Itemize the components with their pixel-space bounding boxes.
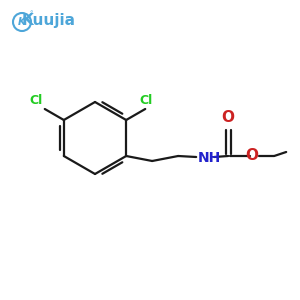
Text: O: O — [246, 148, 259, 164]
Text: O: O — [222, 110, 235, 125]
Text: K: K — [18, 17, 26, 27]
Text: Cl: Cl — [140, 94, 153, 107]
Text: Cl: Cl — [29, 94, 43, 107]
Text: NH: NH — [198, 151, 221, 165]
Text: °: ° — [29, 11, 33, 17]
Text: Kuujia: Kuujia — [22, 14, 76, 28]
